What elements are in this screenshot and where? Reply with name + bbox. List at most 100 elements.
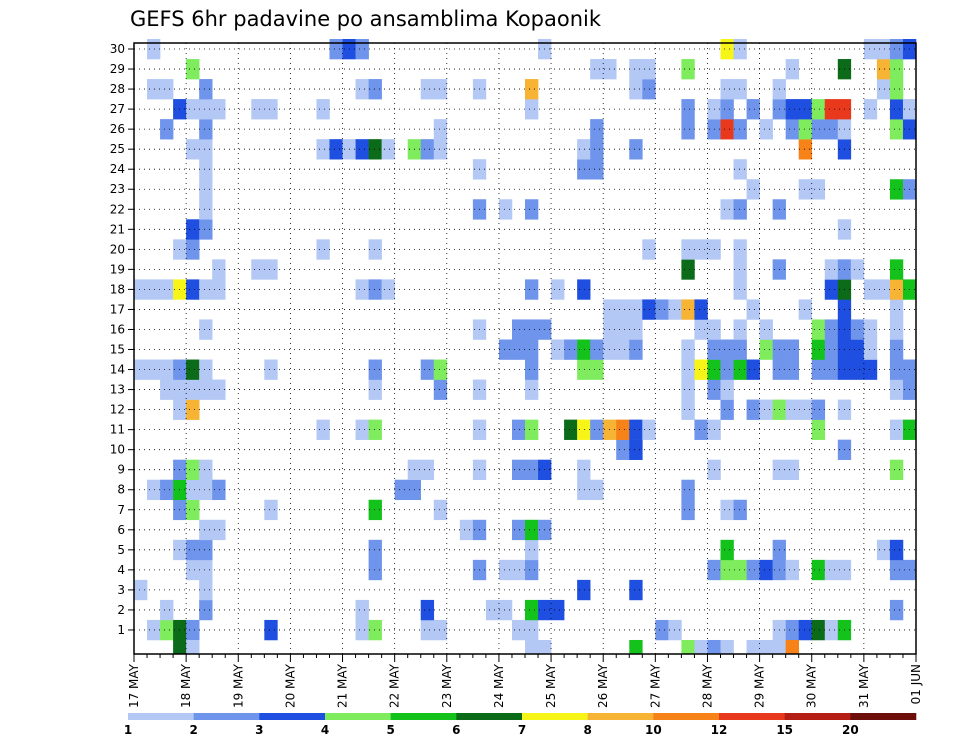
heatmap-cell (147, 479, 161, 501)
heatmap-cell (355, 139, 369, 160)
heatmap-cell (629, 579, 643, 601)
heatmap-cell (160, 79, 174, 100)
heatmap-cell (199, 99, 213, 120)
heatmap-cell (381, 139, 395, 160)
heatmap-cell (368, 619, 382, 641)
heatmap-cell (577, 159, 591, 180)
heatmap-cell (824, 619, 839, 641)
heatmap-cell (134, 279, 148, 300)
heatmap-cell (811, 319, 826, 340)
y-tick-label: 2 (117, 603, 125, 617)
heatmap-cell (720, 359, 734, 380)
heatmap-cell (681, 399, 695, 420)
legend-label: 3 (255, 723, 263, 737)
x-tick-label: 28 MAY (700, 663, 714, 708)
heatmap-cell (551, 279, 565, 300)
y-tick-label: 8 (117, 483, 125, 497)
heatmap-cell (876, 79, 891, 100)
x-tick-label: 27 MAY (648, 663, 662, 708)
y-tick-label: 23 (110, 182, 125, 196)
heatmap-cell (498, 599, 513, 621)
heatmap-cell (316, 419, 330, 440)
heatmap-cell (733, 119, 747, 140)
heatmap-cell (420, 359, 435, 380)
y-axis: 1234567891011121314151617181920212223242… (110, 42, 134, 637)
heatmap-cell (199, 559, 213, 581)
legend-swatch (653, 713, 720, 720)
heatmap-cell (147, 38, 161, 60)
y-tick-label: 7 (117, 503, 125, 517)
heatmap-cell (525, 519, 539, 541)
heatmap-cell (590, 339, 604, 360)
x-tick-label: 25 MAY (544, 663, 558, 708)
x-tick-label: 20 MAY (283, 663, 297, 708)
heatmap-cell (433, 619, 448, 641)
heatmap-cell (785, 59, 799, 80)
legend-swatch (522, 713, 588, 720)
heatmap-cell (694, 299, 708, 320)
heatmap-cell (577, 479, 591, 501)
heatmap-cell (186, 639, 200, 655)
heatmap-cell (433, 79, 448, 100)
heatmap-cell (746, 99, 760, 120)
heatmap-cell (186, 59, 200, 80)
heatmap-cell (889, 179, 904, 200)
heatmap-cell (889, 379, 904, 400)
heatmap-cell (811, 99, 826, 120)
heatmap-cell (577, 139, 591, 160)
heatmap-cell (577, 339, 591, 360)
heatmap-cell (629, 79, 643, 100)
legend-label: 1 (124, 723, 132, 737)
heatmap-cell (368, 239, 382, 260)
heatmap-cell (186, 379, 200, 400)
legend-label: 12 (711, 723, 728, 737)
heatmap-cell (759, 319, 773, 340)
heatmap-cell (681, 59, 695, 80)
heatmap-cell (525, 619, 539, 641)
heatmap-cell (577, 279, 591, 300)
x-tick-label: 30 MAY (805, 663, 819, 708)
heatmap-cell (498, 559, 513, 581)
heatmap-cell (655, 619, 669, 641)
y-tick-label: 21 (110, 222, 125, 236)
heatmap-cell (199, 179, 213, 200)
heatmap-cell (785, 399, 799, 420)
heatmap-cell (186, 479, 200, 501)
heatmap-cell (720, 539, 734, 561)
heatmap-cell (681, 499, 695, 521)
heatmap-cell (186, 99, 200, 120)
heatmap-cell (733, 559, 747, 581)
heatmap-cell (329, 139, 343, 160)
heatmap-cell (694, 239, 708, 260)
heatmap-cell (785, 619, 799, 641)
heatmap-cell (577, 459, 591, 481)
heatmap-cell (433, 499, 448, 521)
heatmap-cell (811, 619, 826, 641)
heatmap-cell (590, 59, 604, 80)
heatmap-cell (433, 359, 448, 380)
y-tick-label: 26 (110, 122, 125, 136)
heatmap-cell (889, 539, 904, 561)
heatmap-cell (186, 399, 200, 420)
heatmap-cell (511, 339, 526, 360)
y-tick-label: 1 (117, 623, 125, 637)
heatmap-cell (251, 99, 265, 120)
heatmap-cell (355, 279, 369, 300)
heatmap-cell (720, 119, 734, 140)
heatmap-cell (681, 99, 695, 120)
y-tick-label: 9 (117, 463, 125, 477)
heatmap-cell (889, 359, 904, 380)
heatmap-cell (629, 299, 643, 320)
y-tick-label: 15 (110, 343, 125, 357)
heatmap-cell (850, 319, 865, 340)
heatmap-cell (798, 119, 813, 140)
legend-label: 4 (321, 723, 329, 737)
legend-swatch (390, 713, 457, 720)
heatmap-cell (199, 479, 213, 501)
heatmap-cell (850, 339, 865, 360)
heatmap-cell (863, 279, 878, 300)
heatmap-cell (420, 139, 435, 160)
heatmap-cell (564, 339, 578, 360)
y-tick-label: 29 (110, 62, 125, 76)
x-tick-label: 24 MAY (492, 663, 506, 708)
